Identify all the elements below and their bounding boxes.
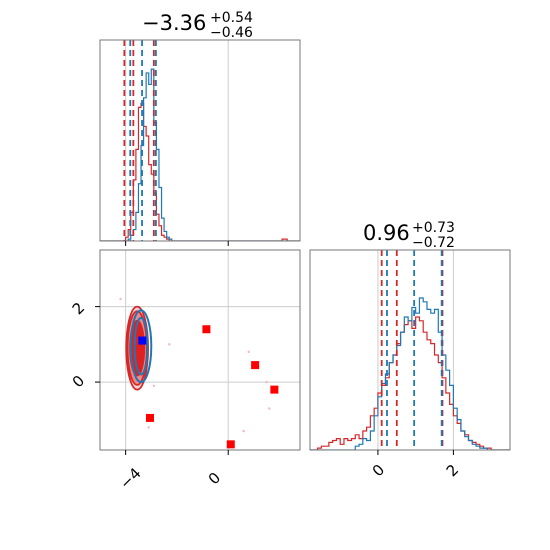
d2-red-marker-0 bbox=[202, 325, 211, 334]
right-red-histogram bbox=[310, 316, 510, 450]
d2-sample-point-4 bbox=[147, 426, 150, 429]
d2-blue-contour-1 bbox=[129, 309, 153, 384]
d2-contents bbox=[119, 297, 279, 449]
d2-frame bbox=[99, 249, 301, 451]
y2-tick-label-2: 2 bbox=[69, 299, 88, 318]
d2-sample-point-7 bbox=[152, 384, 156, 388]
param2-title-upper: +0.73 bbox=[412, 220, 455, 236]
top-blue-histogram bbox=[100, 68, 300, 241]
d2-red-marker-1 bbox=[251, 361, 260, 370]
d2-sample-point-0 bbox=[168, 343, 171, 346]
param1-title-value: −3.36 bbox=[142, 11, 206, 35]
d2-red-marker-2 bbox=[270, 385, 279, 394]
d2-sample-point-1 bbox=[247, 350, 250, 354]
param1-title-lower: −0.46 bbox=[210, 25, 253, 41]
y2-tick-label-0: 0 bbox=[69, 372, 88, 391]
x2-tick-label-2: 2 bbox=[443, 461, 462, 480]
d2-red-marker-3 bbox=[146, 413, 154, 422]
right-frame bbox=[309, 249, 511, 451]
x2-tick-label-0: 0 bbox=[369, 461, 388, 480]
d2-sample-point-5 bbox=[242, 429, 245, 433]
d2-sample-point-6 bbox=[119, 297, 122, 301]
d2-sample-point-2 bbox=[265, 380, 268, 384]
panel-param2-histogram bbox=[309, 249, 511, 455]
d2-blue-marker bbox=[138, 336, 147, 345]
param2-title-value: 0.96 bbox=[363, 221, 410, 245]
panel-param1-histogram bbox=[99, 39, 301, 246]
d2-red-marker-4 bbox=[226, 440, 235, 449]
x1-tick-label-neg4: −4 bbox=[116, 464, 144, 492]
top-histograms bbox=[100, 40, 300, 241]
right-blue-histogram bbox=[310, 297, 510, 450]
panel-2d-contours bbox=[95, 249, 301, 455]
x1-tick-label-0: 0 bbox=[205, 469, 224, 488]
d2-sample-point-3 bbox=[268, 407, 271, 410]
right-histograms bbox=[310, 250, 510, 450]
param1-title-upper: +0.54 bbox=[210, 10, 253, 26]
top-frame bbox=[99, 39, 301, 242]
param2-title-lower: −0.72 bbox=[412, 235, 455, 251]
d2-blue-contour-0 bbox=[133, 316, 149, 376]
